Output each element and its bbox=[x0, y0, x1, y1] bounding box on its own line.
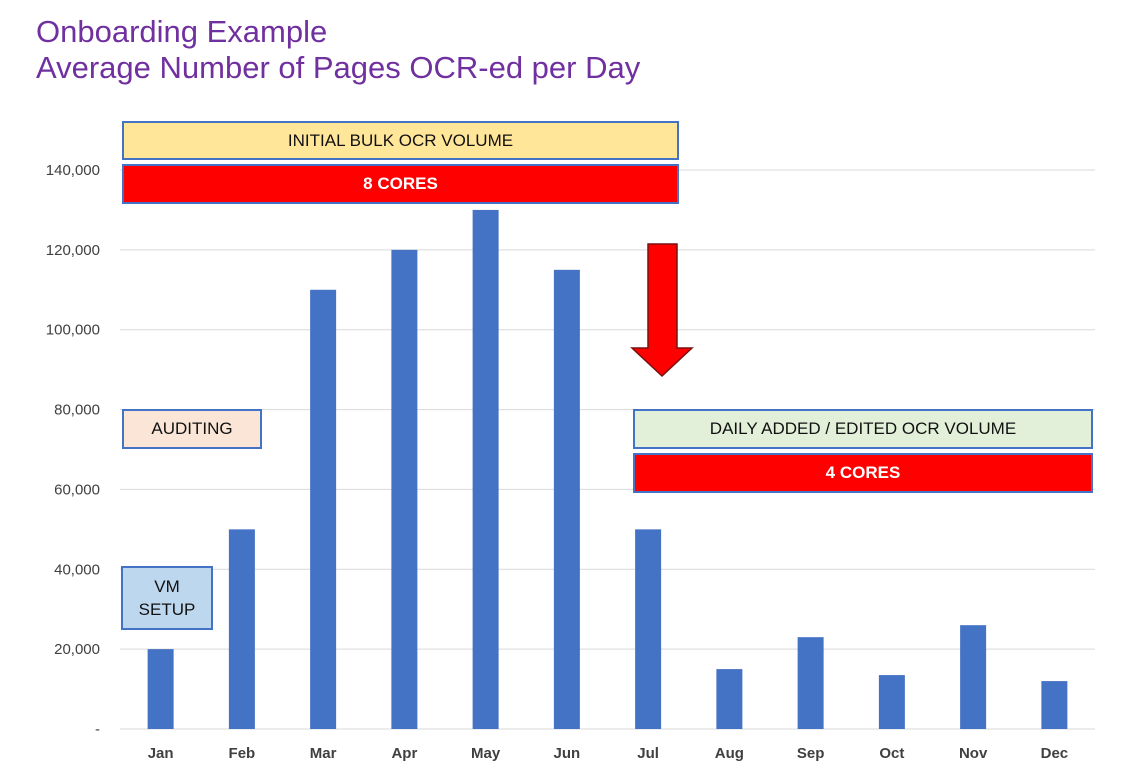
eight-cores-text: 8 CORES bbox=[363, 174, 438, 193]
y-tick-label: 100,000 bbox=[46, 322, 100, 339]
title-line-1: Onboarding Example bbox=[36, 14, 328, 49]
four-cores-text: 4 CORES bbox=[825, 463, 901, 482]
vm-setup-text-line-2: SETUP bbox=[138, 600, 196, 619]
bar-sep bbox=[797, 637, 824, 729]
x-tick-label: Mar bbox=[310, 745, 337, 762]
x-tick-label: Nov bbox=[959, 745, 988, 762]
daily-added-text: DAILY ADDED / EDITED OCR VOLUME bbox=[709, 419, 1017, 438]
bar-nov bbox=[960, 625, 987, 729]
x-tick-label: Sep bbox=[797, 745, 825, 762]
vm-setup-text-line-1: VM bbox=[154, 577, 180, 596]
bar-apr bbox=[391, 249, 418, 729]
x-tick-label: Oct bbox=[879, 745, 904, 762]
bar-jun bbox=[553, 269, 580, 729]
bar-jan bbox=[147, 649, 174, 729]
bar-aug bbox=[716, 669, 743, 729]
title-line-2: Average Number of Pages OCR-ed per Day bbox=[36, 50, 641, 85]
bar-may bbox=[472, 209, 499, 729]
y-tick-label: 140,000 bbox=[46, 162, 100, 179]
auditing-label: AUDITING bbox=[122, 409, 262, 449]
bar-oct bbox=[878, 675, 905, 729]
down-arrow-icon bbox=[630, 243, 694, 378]
four-cores-label: 4 CORES bbox=[633, 453, 1093, 493]
y-tick-label: 20,000 bbox=[54, 641, 100, 658]
x-tick-label: Jun bbox=[554, 745, 581, 762]
bar-jul bbox=[635, 529, 662, 729]
x-tick-label: Dec bbox=[1041, 745, 1069, 762]
bar-feb bbox=[228, 529, 255, 729]
eight-cores-label: 8 CORES bbox=[122, 164, 679, 204]
auditing-text: AUDITING bbox=[151, 419, 233, 438]
bar-mar bbox=[310, 289, 337, 729]
chart-title: Onboarding Example Average Number of Pag… bbox=[36, 14, 640, 86]
x-tick-label: Apr bbox=[391, 745, 417, 762]
y-tick-label: 40,000 bbox=[54, 561, 100, 578]
y-tick-label: 60,000 bbox=[54, 481, 100, 498]
initial-bulk-label: INITIAL BULK OCR VOLUME bbox=[122, 121, 679, 160]
bar-dec bbox=[1041, 681, 1068, 729]
y-tick-label: 120,000 bbox=[46, 242, 100, 259]
initial-bulk-text: INITIAL BULK OCR VOLUME bbox=[287, 130, 514, 150]
x-tick-label: Feb bbox=[229, 745, 256, 762]
vm-setup-label: VM SETUP bbox=[121, 566, 213, 630]
x-tick-label: May bbox=[471, 745, 501, 762]
y-tick-label: - bbox=[95, 721, 100, 738]
daily-added-label: DAILY ADDED / EDITED OCR VOLUME bbox=[633, 409, 1093, 449]
x-tick-label: Aug bbox=[715, 745, 744, 762]
y-tick-label: 80,000 bbox=[54, 402, 100, 419]
x-tick-label: Jan bbox=[148, 745, 174, 762]
x-tick-label: Jul bbox=[637, 745, 659, 762]
